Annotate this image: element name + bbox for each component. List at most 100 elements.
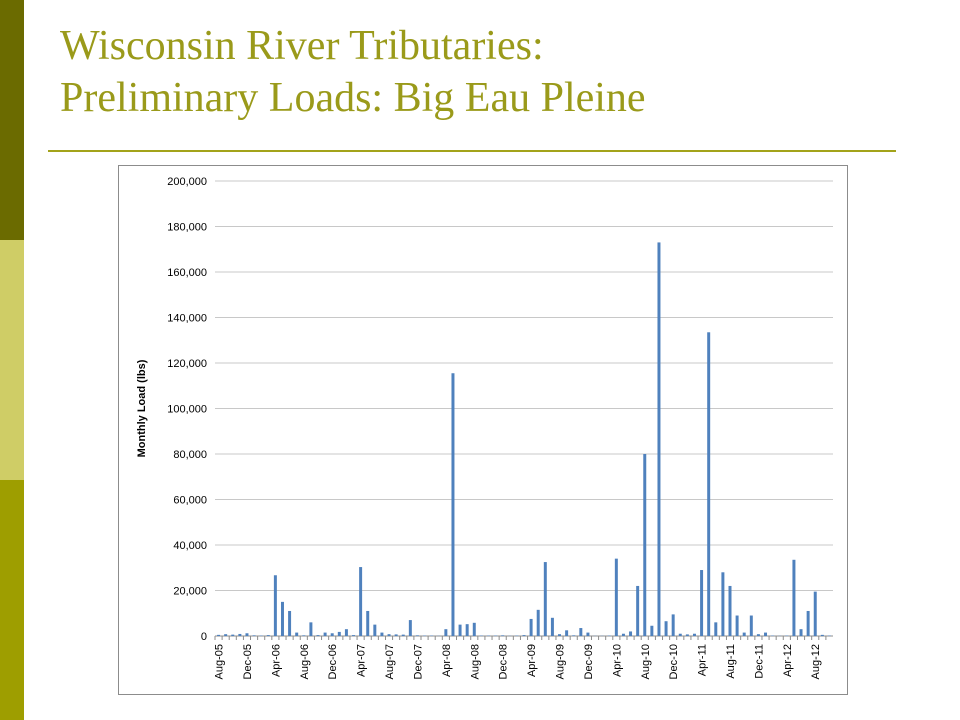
bar: Oct-06	[316, 635, 320, 636]
bar: May-10	[621, 633, 625, 636]
bar: Dec-09	[586, 632, 590, 636]
sidebar-stripe-middle	[0, 240, 24, 480]
y-tick-label: 40,000	[173, 540, 207, 552]
bar: Aug-07	[387, 634, 391, 636]
bar: May-09	[536, 609, 540, 636]
x-tick-label: Apr-09	[526, 644, 538, 677]
bar: Oct-05	[231, 634, 235, 636]
bar: Jul-10	[636, 585, 640, 636]
y-axis-ticks: 0 20,000 40,000 60,000 80,000 100,000 120,000 1…	[167, 176, 207, 643]
y-tick-label: 200,000	[167, 176, 207, 188]
bar: Sep-09	[565, 630, 569, 636]
x-tick-label: Apr-11	[697, 644, 709, 676]
bar: Jun-12	[799, 629, 803, 636]
bar: Jan-07	[337, 631, 341, 636]
y-tick-label: 20,000	[173, 586, 207, 598]
y-tick-label: 100,000	[167, 404, 207, 416]
slide-title: Wisconsin River Tributaries: Preliminary…	[60, 20, 940, 124]
slide-title-line2: Preliminary Loads: Big Eau Pleine	[60, 75, 646, 121]
x-tick-label: Apr-07	[356, 644, 368, 677]
x-tick-label: Apr-12	[782, 644, 794, 677]
bar: Sep-06	[309, 622, 313, 636]
bar: Dec-07	[415, 635, 419, 636]
bar: Jul-12	[806, 610, 810, 636]
y-axis-title: Monthly Load (lbs)	[136, 359, 148, 457]
bar: Jul-08	[465, 624, 469, 636]
bar: Apr-08	[444, 629, 448, 636]
bar: Nov-07	[408, 620, 412, 636]
bar: Aug-06	[302, 635, 306, 636]
bar: Dec-05	[245, 633, 249, 636]
x-tick-label: Dec-08	[498, 644, 510, 679]
bar: May-06	[280, 601, 284, 636]
bar: Jan-06	[252, 635, 256, 636]
bar: Aug-12	[813, 591, 817, 636]
y-tick-label: 160,000	[167, 267, 207, 279]
bar: Mar-06	[266, 635, 270, 636]
x-tick-label: Aug-11	[725, 644, 737, 679]
bar: Jun-07	[373, 624, 377, 636]
bar: Dec-10	[671, 614, 675, 636]
bar: Aug-09	[558, 634, 562, 636]
x-tick-label: Dec-06	[327, 644, 339, 679]
bar: Jul-07	[380, 632, 384, 636]
y-tick-label: 80,000	[173, 449, 207, 461]
bar: Feb-11	[685, 634, 689, 636]
x-tick-label: Aug-07	[384, 644, 396, 679]
bar: Mar-09	[522, 635, 526, 636]
bar: Feb-07	[344, 629, 348, 636]
bar: Sep-05	[224, 634, 228, 636]
bar: Oct-09	[572, 635, 576, 636]
x-tick-label: Apr-06	[270, 644, 282, 677]
bar: Nov-06	[323, 632, 327, 636]
bar-chart: 0 20,000 40,000 60,000 80,000 100,000 120,000 1…	[136, 176, 833, 679]
bar: Mar-07	[352, 635, 356, 636]
slide-title-line1: Wisconsin River Tributaries:	[60, 23, 544, 69]
bar: Aug-05	[217, 634, 221, 636]
bar: Oct-10	[657, 242, 661, 637]
x-tick-label: Dec-07	[412, 644, 424, 679]
y-tick-label: 180,000	[167, 222, 207, 234]
bar: Nov-11	[749, 615, 753, 636]
bar: Apr-09	[529, 618, 533, 636]
bar: Aug-08	[472, 622, 476, 636]
bar: May-07	[366, 610, 370, 636]
bar: Apr-11	[700, 570, 704, 636]
bar: Jul-09	[550, 617, 554, 636]
bar: Sep-07	[394, 634, 398, 636]
y-tick-label: 60,000	[173, 495, 207, 507]
bar: Jun-09	[543, 562, 547, 636]
bar: Jan-11	[678, 633, 682, 636]
bar: Aug-11	[728, 585, 732, 636]
bar: Dec-08	[501, 635, 505, 636]
bar: Oct-07	[401, 634, 405, 636]
bar: Sep-11	[735, 615, 739, 636]
y-tick-label: 140,000	[167, 313, 207, 325]
bar: Sep-10	[650, 625, 654, 636]
bar: Jan-12	[764, 632, 768, 636]
x-tick-label: Aug-09	[555, 644, 567, 679]
x-tick-label: Aug-05	[214, 644, 226, 679]
bar: Oct-11	[742, 632, 746, 636]
bar: Dec-11	[756, 634, 760, 636]
bar: Nov-05	[238, 633, 242, 636]
x-tick-label: Dec-10	[668, 644, 680, 679]
bar: May-11	[707, 332, 711, 636]
bar: Jul-06	[295, 632, 299, 636]
bar: Nov-10	[664, 621, 668, 636]
chart-frame: 0 20,000 40,000 60,000 80,000 100,000 120,000 1…	[118, 165, 848, 695]
x-tick-label: Aug-12	[810, 644, 822, 679]
bar: Mar-11	[692, 633, 696, 636]
title-divider	[48, 150, 896, 152]
bar: May-12	[792, 559, 796, 636]
x-tick-label: Apr-10	[611, 644, 623, 677]
sidebar-stripe-bottom	[0, 480, 24, 720]
bar: Jun-08	[458, 624, 462, 636]
bar: Sep-12	[820, 634, 824, 636]
bar: Apr-10	[614, 558, 618, 636]
x-tick-label: Dec-11	[753, 644, 765, 679]
x-tick-label: Aug-08	[469, 644, 481, 679]
bar: Nov-09	[579, 628, 583, 636]
x-tick-label: Aug-10	[640, 644, 652, 679]
